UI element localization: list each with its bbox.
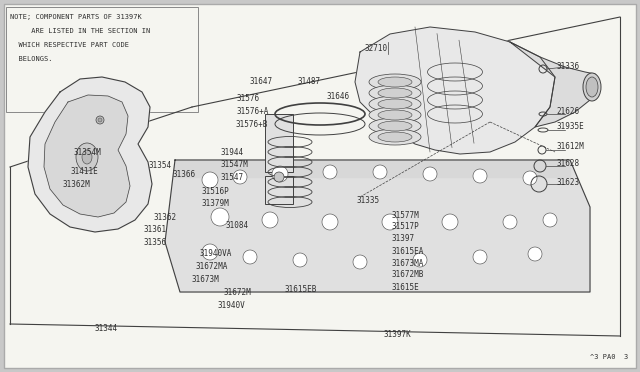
Text: 31411E: 31411E	[70, 167, 98, 176]
Text: 32710: 32710	[365, 44, 388, 53]
Ellipse shape	[369, 85, 421, 101]
Circle shape	[382, 214, 398, 230]
Text: 31354: 31354	[148, 161, 172, 170]
Circle shape	[211, 208, 229, 226]
Circle shape	[322, 214, 338, 230]
Polygon shape	[510, 42, 598, 127]
Ellipse shape	[378, 99, 412, 109]
Text: ^3 PA0  3: ^3 PA0 3	[589, 354, 628, 360]
Ellipse shape	[378, 110, 412, 120]
Circle shape	[353, 255, 367, 269]
Text: 31362: 31362	[154, 213, 177, 222]
Text: 31547: 31547	[221, 173, 244, 182]
Text: 31547M: 31547M	[221, 160, 248, 169]
Circle shape	[96, 116, 104, 124]
Ellipse shape	[378, 121, 412, 131]
Circle shape	[233, 170, 247, 184]
Text: 31615EB: 31615EB	[285, 285, 317, 294]
Text: 31615EA: 31615EA	[392, 247, 424, 256]
Text: 31672MB: 31672MB	[392, 270, 424, 279]
Circle shape	[442, 214, 458, 230]
Text: 31576: 31576	[237, 94, 260, 103]
Circle shape	[523, 171, 537, 185]
Text: 31940V: 31940V	[218, 301, 245, 310]
Circle shape	[413, 253, 427, 267]
Polygon shape	[44, 95, 130, 217]
Text: 31576+A: 31576+A	[237, 107, 269, 116]
Text: 31361: 31361	[144, 225, 167, 234]
Text: 31397: 31397	[392, 234, 415, 243]
Text: 31673MA: 31673MA	[392, 259, 424, 267]
Circle shape	[528, 247, 542, 261]
Text: 31646: 31646	[326, 92, 349, 101]
Circle shape	[98, 118, 102, 122]
Text: 31673M: 31673M	[192, 275, 220, 283]
Text: 31628: 31628	[557, 159, 580, 168]
Ellipse shape	[369, 107, 421, 123]
Ellipse shape	[82, 150, 92, 164]
FancyBboxPatch shape	[4, 4, 636, 368]
Ellipse shape	[378, 88, 412, 98]
Text: 31935E: 31935E	[557, 122, 584, 131]
Text: 31084: 31084	[226, 221, 249, 230]
Circle shape	[473, 169, 487, 183]
FancyBboxPatch shape	[265, 176, 293, 204]
Text: NOTE; COMPONENT PARTS OF 31397K: NOTE; COMPONENT PARTS OF 31397K	[10, 14, 141, 20]
Text: 31344: 31344	[95, 324, 118, 333]
Polygon shape	[165, 160, 590, 292]
Ellipse shape	[369, 129, 421, 145]
Circle shape	[202, 172, 218, 188]
Circle shape	[473, 250, 487, 264]
Text: 31672M: 31672M	[224, 288, 252, 296]
Circle shape	[202, 244, 218, 260]
Text: 31577M: 31577M	[392, 211, 419, 219]
Circle shape	[293, 253, 307, 267]
Text: 31397K: 31397K	[384, 330, 412, 339]
Ellipse shape	[378, 132, 412, 142]
Text: 31379M: 31379M	[202, 199, 229, 208]
Text: 31517P: 31517P	[392, 222, 419, 231]
Ellipse shape	[369, 74, 421, 90]
Circle shape	[272, 166, 288, 182]
Polygon shape	[175, 160, 570, 177]
Ellipse shape	[583, 73, 601, 101]
Text: 31335: 31335	[356, 196, 380, 205]
Text: 31647: 31647	[250, 77, 273, 86]
Text: 31944: 31944	[221, 148, 244, 157]
Circle shape	[243, 250, 257, 264]
FancyBboxPatch shape	[6, 7, 198, 112]
Text: 31366: 31366	[173, 170, 196, 179]
Circle shape	[274, 172, 284, 182]
Circle shape	[262, 212, 278, 228]
Circle shape	[373, 165, 387, 179]
Text: 31672MA: 31672MA	[195, 262, 228, 271]
Polygon shape	[28, 77, 152, 232]
Circle shape	[323, 165, 337, 179]
Circle shape	[423, 167, 437, 181]
FancyBboxPatch shape	[265, 114, 293, 172]
Ellipse shape	[76, 143, 98, 171]
Text: 31362M: 31362M	[62, 180, 90, 189]
Polygon shape	[355, 27, 555, 154]
Text: 31516P: 31516P	[202, 187, 229, 196]
Text: 31487: 31487	[298, 77, 321, 86]
Text: ARE LISTED IN THE SECTION IN: ARE LISTED IN THE SECTION IN	[10, 28, 150, 34]
Ellipse shape	[586, 77, 598, 97]
Text: 31612M: 31612M	[557, 142, 584, 151]
Text: BELONGS.: BELONGS.	[10, 56, 52, 62]
Text: 31623: 31623	[557, 178, 580, 187]
Circle shape	[503, 215, 517, 229]
Text: 31356: 31356	[144, 238, 167, 247]
Text: 31354M: 31354M	[74, 148, 101, 157]
Text: 31576+B: 31576+B	[236, 120, 268, 129]
Circle shape	[543, 213, 557, 227]
Ellipse shape	[369, 96, 421, 112]
Text: 31615E: 31615E	[392, 283, 419, 292]
Text: WHICH RESPECTIVE PART CODE: WHICH RESPECTIVE PART CODE	[10, 42, 129, 48]
Text: 31940VA: 31940VA	[200, 249, 232, 258]
Ellipse shape	[378, 77, 412, 87]
Text: 31336: 31336	[557, 62, 580, 71]
Ellipse shape	[369, 118, 421, 134]
Text: 21626: 21626	[557, 107, 580, 116]
